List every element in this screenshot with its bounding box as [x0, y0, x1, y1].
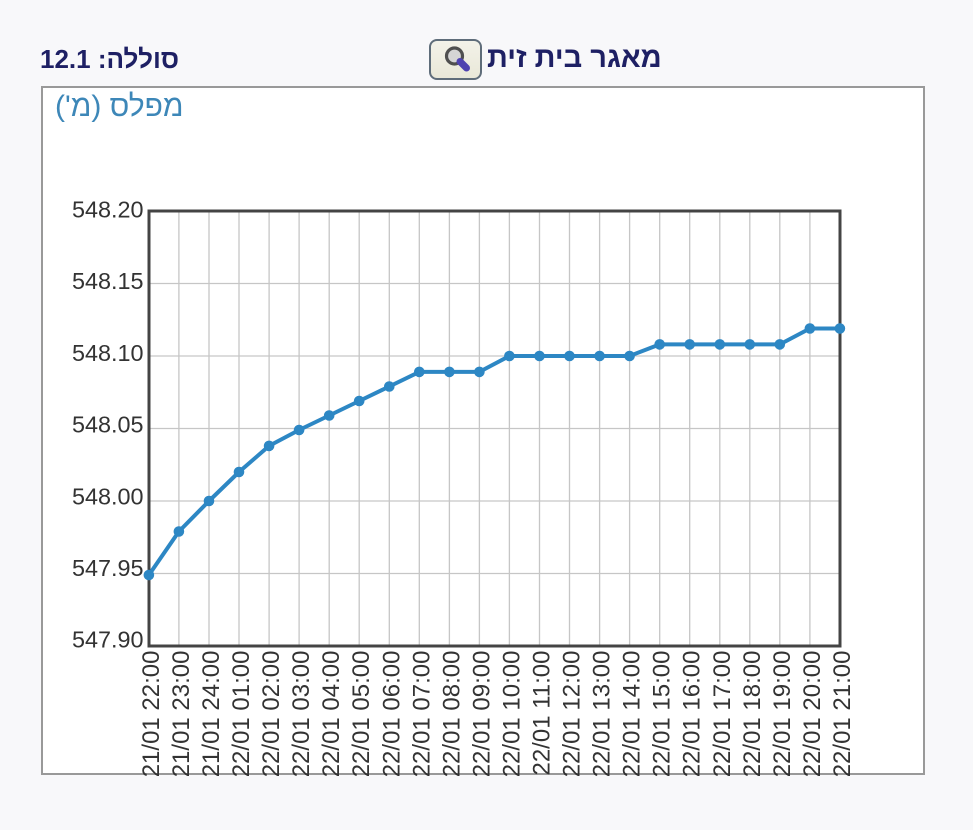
svg-text:22/01 02:00: 22/01 02:00 — [258, 651, 285, 778]
svg-text:22/01 03:00: 22/01 03:00 — [288, 651, 315, 778]
svg-text:22/01 05:00: 22/01 05:00 — [348, 651, 375, 778]
svg-text:548.15: 548.15 — [72, 268, 144, 294]
svg-text:22/01 08:00: 22/01 08:00 — [438, 651, 465, 778]
svg-text:22/01 06:00: 22/01 06:00 — [378, 651, 405, 778]
svg-text:22/01 10:00: 22/01 10:00 — [498, 651, 525, 778]
svg-text:547.90: 547.90 — [72, 627, 144, 653]
svg-text:22/01 14:00: 22/01 14:00 — [619, 651, 646, 778]
svg-text:21/01 24:00: 21/01 24:00 — [198, 651, 225, 778]
svg-text:548.10: 548.10 — [72, 340, 144, 366]
svg-text:21/01 23:00: 21/01 23:00 — [168, 651, 195, 778]
svg-text:22/01 04:00: 22/01 04:00 — [318, 651, 345, 778]
svg-text:22/01 21:00: 22/01 21:00 — [829, 651, 856, 778]
svg-text:22/01 18:00: 22/01 18:00 — [739, 651, 766, 778]
svg-text:548.05: 548.05 — [72, 412, 144, 438]
svg-text:22/01 19:00: 22/01 19:00 — [769, 651, 796, 778]
svg-text:22/01 07:00: 22/01 07:00 — [408, 651, 435, 778]
svg-text:22/01 13:00: 22/01 13:00 — [589, 651, 616, 778]
svg-text:22/01 01:00: 22/01 01:00 — [228, 651, 255, 778]
svg-text:22/01 11:00: 22/01 11:00 — [529, 651, 556, 776]
svg-text:21/01 22:00: 21/01 22:00 — [138, 651, 165, 778]
svg-text:548.00: 548.00 — [72, 483, 144, 509]
svg-text:22/01 17:00: 22/01 17:00 — [709, 651, 736, 778]
svg-text:22/01 12:00: 22/01 12:00 — [559, 651, 586, 778]
svg-text:547.95: 547.95 — [72, 555, 144, 581]
svg-text:22/01 15:00: 22/01 15:00 — [649, 651, 676, 778]
svg-text:548.20: 548.20 — [72, 197, 144, 223]
svg-text:22/01 16:00: 22/01 16:00 — [679, 651, 706, 778]
svg-text:22/01 20:00: 22/01 20:00 — [799, 651, 826, 778]
svg-text:22/01 09:00: 22/01 09:00 — [468, 651, 495, 778]
